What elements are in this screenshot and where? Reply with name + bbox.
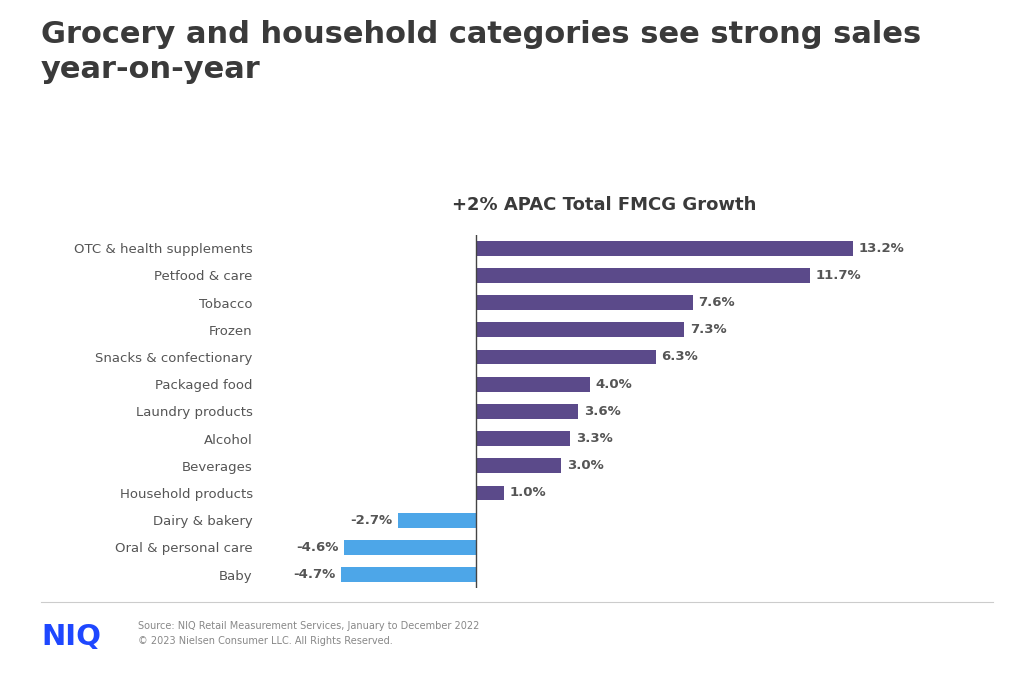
Text: Grocery and household categories see strong sales
year-on-year: Grocery and household categories see str… [41, 20, 922, 84]
Bar [344, 540, 475, 555]
Text: 7.3%: 7.3% [690, 323, 727, 337]
Bar [475, 295, 693, 310]
Bar [398, 513, 475, 528]
Bar [475, 241, 853, 256]
Text: 13.2%: 13.2% [858, 241, 904, 255]
Bar [475, 486, 504, 500]
Bar [475, 458, 561, 473]
Text: -4.7%: -4.7% [293, 568, 336, 581]
Text: 3.3%: 3.3% [575, 432, 612, 445]
Text: Source: NIQ Retail Measurement Services, January to December 2022
© 2023 Nielsen: Source: NIQ Retail Measurement Services,… [138, 622, 479, 646]
Text: NIQ: NIQ [41, 623, 101, 651]
Bar [475, 350, 655, 364]
Bar [341, 567, 475, 582]
Text: 3.6%: 3.6% [584, 405, 621, 418]
Text: 3.0%: 3.0% [567, 459, 604, 473]
Text: +2% APAC Total FMCG Growth: +2% APAC Total FMCG Growth [452, 197, 757, 214]
Bar [475, 431, 569, 446]
Text: -2.7%: -2.7% [350, 513, 392, 527]
Text: 1.0%: 1.0% [510, 486, 547, 500]
Bar [475, 322, 684, 337]
Text: 11.7%: 11.7% [816, 269, 861, 282]
Bar [475, 268, 810, 283]
Text: 7.6%: 7.6% [698, 296, 735, 309]
Text: -4.6%: -4.6% [296, 541, 338, 554]
Text: 6.3%: 6.3% [662, 350, 698, 364]
Bar [475, 404, 579, 419]
Text: 4.0%: 4.0% [596, 377, 633, 391]
Bar [475, 377, 590, 392]
